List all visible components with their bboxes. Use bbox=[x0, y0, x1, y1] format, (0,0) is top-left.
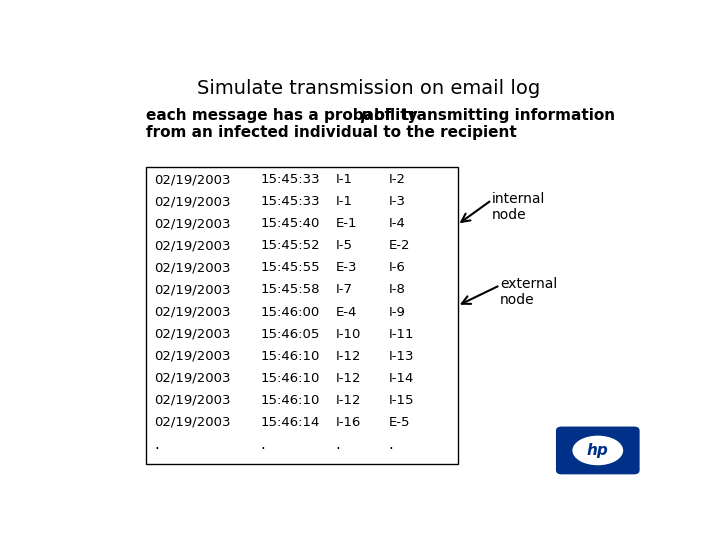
Text: 15:45:55: 15:45:55 bbox=[260, 261, 320, 274]
Text: 02/19/2003: 02/19/2003 bbox=[154, 173, 230, 186]
Text: .: . bbox=[154, 437, 159, 451]
Text: 02/19/2003: 02/19/2003 bbox=[154, 195, 230, 208]
Text: 02/19/2003: 02/19/2003 bbox=[154, 261, 230, 274]
Text: 15:45:33: 15:45:33 bbox=[260, 195, 320, 208]
Text: 15:46:10: 15:46:10 bbox=[260, 394, 320, 407]
Text: 15:45:58: 15:45:58 bbox=[260, 284, 320, 296]
Text: E-3: E-3 bbox=[336, 261, 357, 274]
Text: 15:46:10: 15:46:10 bbox=[260, 349, 320, 362]
Text: I-7: I-7 bbox=[336, 284, 353, 296]
Text: I-12: I-12 bbox=[336, 349, 361, 362]
Text: I-8: I-8 bbox=[389, 284, 405, 296]
Text: 02/19/2003: 02/19/2003 bbox=[154, 306, 230, 319]
Text: I-9: I-9 bbox=[389, 306, 405, 319]
Text: I-15: I-15 bbox=[389, 394, 414, 407]
Text: I-10: I-10 bbox=[336, 328, 361, 341]
Text: hp: hp bbox=[587, 443, 608, 458]
Text: I-5: I-5 bbox=[336, 239, 353, 253]
Text: I-2: I-2 bbox=[389, 173, 405, 186]
Text: I-1: I-1 bbox=[336, 195, 353, 208]
Text: E-5: E-5 bbox=[389, 416, 410, 429]
Text: 02/19/2003: 02/19/2003 bbox=[154, 372, 230, 384]
Text: each message has a probability: each message has a probability bbox=[145, 109, 423, 124]
Text: I-6: I-6 bbox=[389, 261, 405, 274]
Text: E-1: E-1 bbox=[336, 218, 357, 231]
Text: I-3: I-3 bbox=[389, 195, 405, 208]
Text: .: . bbox=[389, 437, 393, 451]
Text: 15:45:40: 15:45:40 bbox=[260, 218, 320, 231]
Text: I-1: I-1 bbox=[336, 173, 353, 186]
Text: I-12: I-12 bbox=[336, 394, 361, 407]
Ellipse shape bbox=[572, 436, 624, 465]
Text: 02/19/2003: 02/19/2003 bbox=[154, 328, 230, 341]
Text: I-4: I-4 bbox=[389, 218, 405, 231]
Text: from an infected individual to the recipient: from an infected individual to the recip… bbox=[145, 125, 516, 140]
Text: .: . bbox=[260, 437, 265, 451]
Text: 02/19/2003: 02/19/2003 bbox=[154, 284, 230, 296]
Text: 02/19/2003: 02/19/2003 bbox=[154, 239, 230, 253]
Bar bbox=[145, 167, 459, 464]
Text: internal
node: internal node bbox=[492, 192, 545, 222]
Text: I-14: I-14 bbox=[389, 372, 414, 384]
Text: E-4: E-4 bbox=[336, 306, 357, 319]
Text: I-16: I-16 bbox=[336, 416, 361, 429]
Text: 02/19/2003: 02/19/2003 bbox=[154, 416, 230, 429]
Text: 02/19/2003: 02/19/2003 bbox=[154, 394, 230, 407]
Text: 15:46:10: 15:46:10 bbox=[260, 372, 320, 384]
Text: p: p bbox=[361, 109, 372, 124]
Text: external
node: external node bbox=[500, 277, 557, 307]
Text: I-12: I-12 bbox=[336, 372, 361, 384]
Text: I-11: I-11 bbox=[389, 328, 414, 341]
Text: .: . bbox=[336, 437, 341, 451]
Text: of  transmitting information: of transmitting information bbox=[369, 109, 615, 124]
Text: 15:45:52: 15:45:52 bbox=[260, 239, 320, 253]
Text: 02/19/2003: 02/19/2003 bbox=[154, 218, 230, 231]
Text: 15:46:00: 15:46:00 bbox=[260, 306, 320, 319]
Text: Simulate transmission on email log: Simulate transmission on email log bbox=[197, 79, 541, 98]
Text: 15:46:14: 15:46:14 bbox=[260, 416, 320, 429]
Text: 02/19/2003: 02/19/2003 bbox=[154, 349, 230, 362]
FancyBboxPatch shape bbox=[556, 427, 639, 474]
Text: E-2: E-2 bbox=[389, 239, 410, 253]
Text: I-13: I-13 bbox=[389, 349, 414, 362]
Text: 15:45:33: 15:45:33 bbox=[260, 173, 320, 186]
Text: 15:46:05: 15:46:05 bbox=[260, 328, 320, 341]
